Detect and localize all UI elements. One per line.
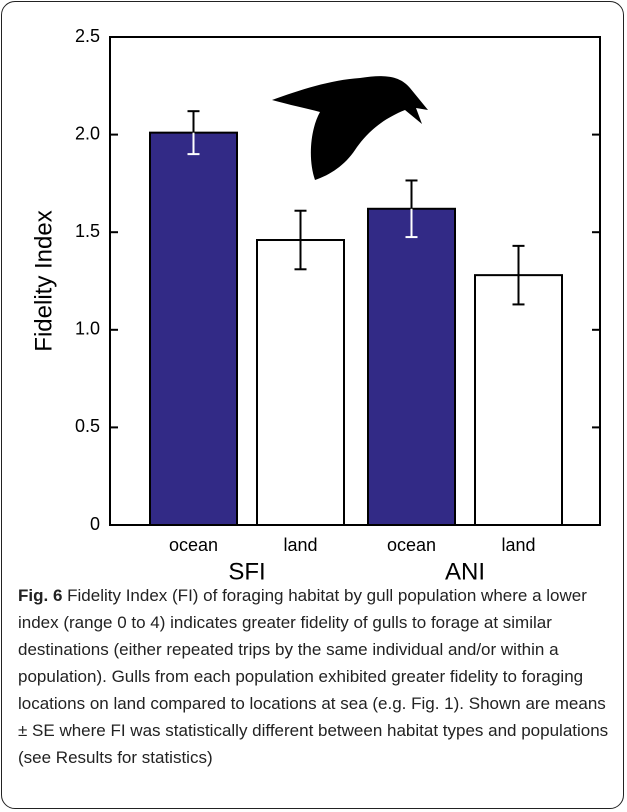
caption: Fig. 6 Fidelity Index (FI) of foraging h… — [18, 582, 610, 771]
error-bar — [512, 244, 525, 306]
bar — [474, 274, 563, 527]
plot-frame — [109, 36, 601, 526]
group-label: ANI — [445, 558, 485, 580]
y-tick-label: 0.5 — [75, 416, 100, 436]
x-tick-label: land — [283, 535, 317, 555]
y-tick-label: 0 — [90, 514, 100, 534]
bar — [149, 131, 238, 526]
caption-label: Fig. 6 — [18, 586, 63, 605]
chart: Fidelity Index 0 0.5 1.0 1.5 2.0 2.5 ocean land… — [30, 26, 601, 580]
bar — [367, 207, 456, 526]
error-bar — [405, 179, 418, 239]
y-axis-label: Fidelity Index — [30, 210, 57, 351]
y-tick-label: 1.5 — [75, 221, 100, 241]
error-bar — [294, 209, 307, 271]
bar — [256, 239, 345, 526]
x-tick-label: ocean — [387, 535, 436, 555]
x-tick-label: land — [501, 535, 535, 555]
gull-silhouette — [272, 76, 428, 180]
x-tick-label: ocean — [169, 535, 218, 555]
caption-text: Fidelity Index (FI) of foraging habitat … — [18, 586, 609, 767]
error-bar — [187, 110, 200, 156]
y-tick-label: 2.5 — [75, 26, 100, 46]
y-tick-label: 1.0 — [75, 319, 100, 339]
y-tick-label: 2.0 — [75, 123, 100, 143]
group-label: SFI — [228, 558, 265, 580]
